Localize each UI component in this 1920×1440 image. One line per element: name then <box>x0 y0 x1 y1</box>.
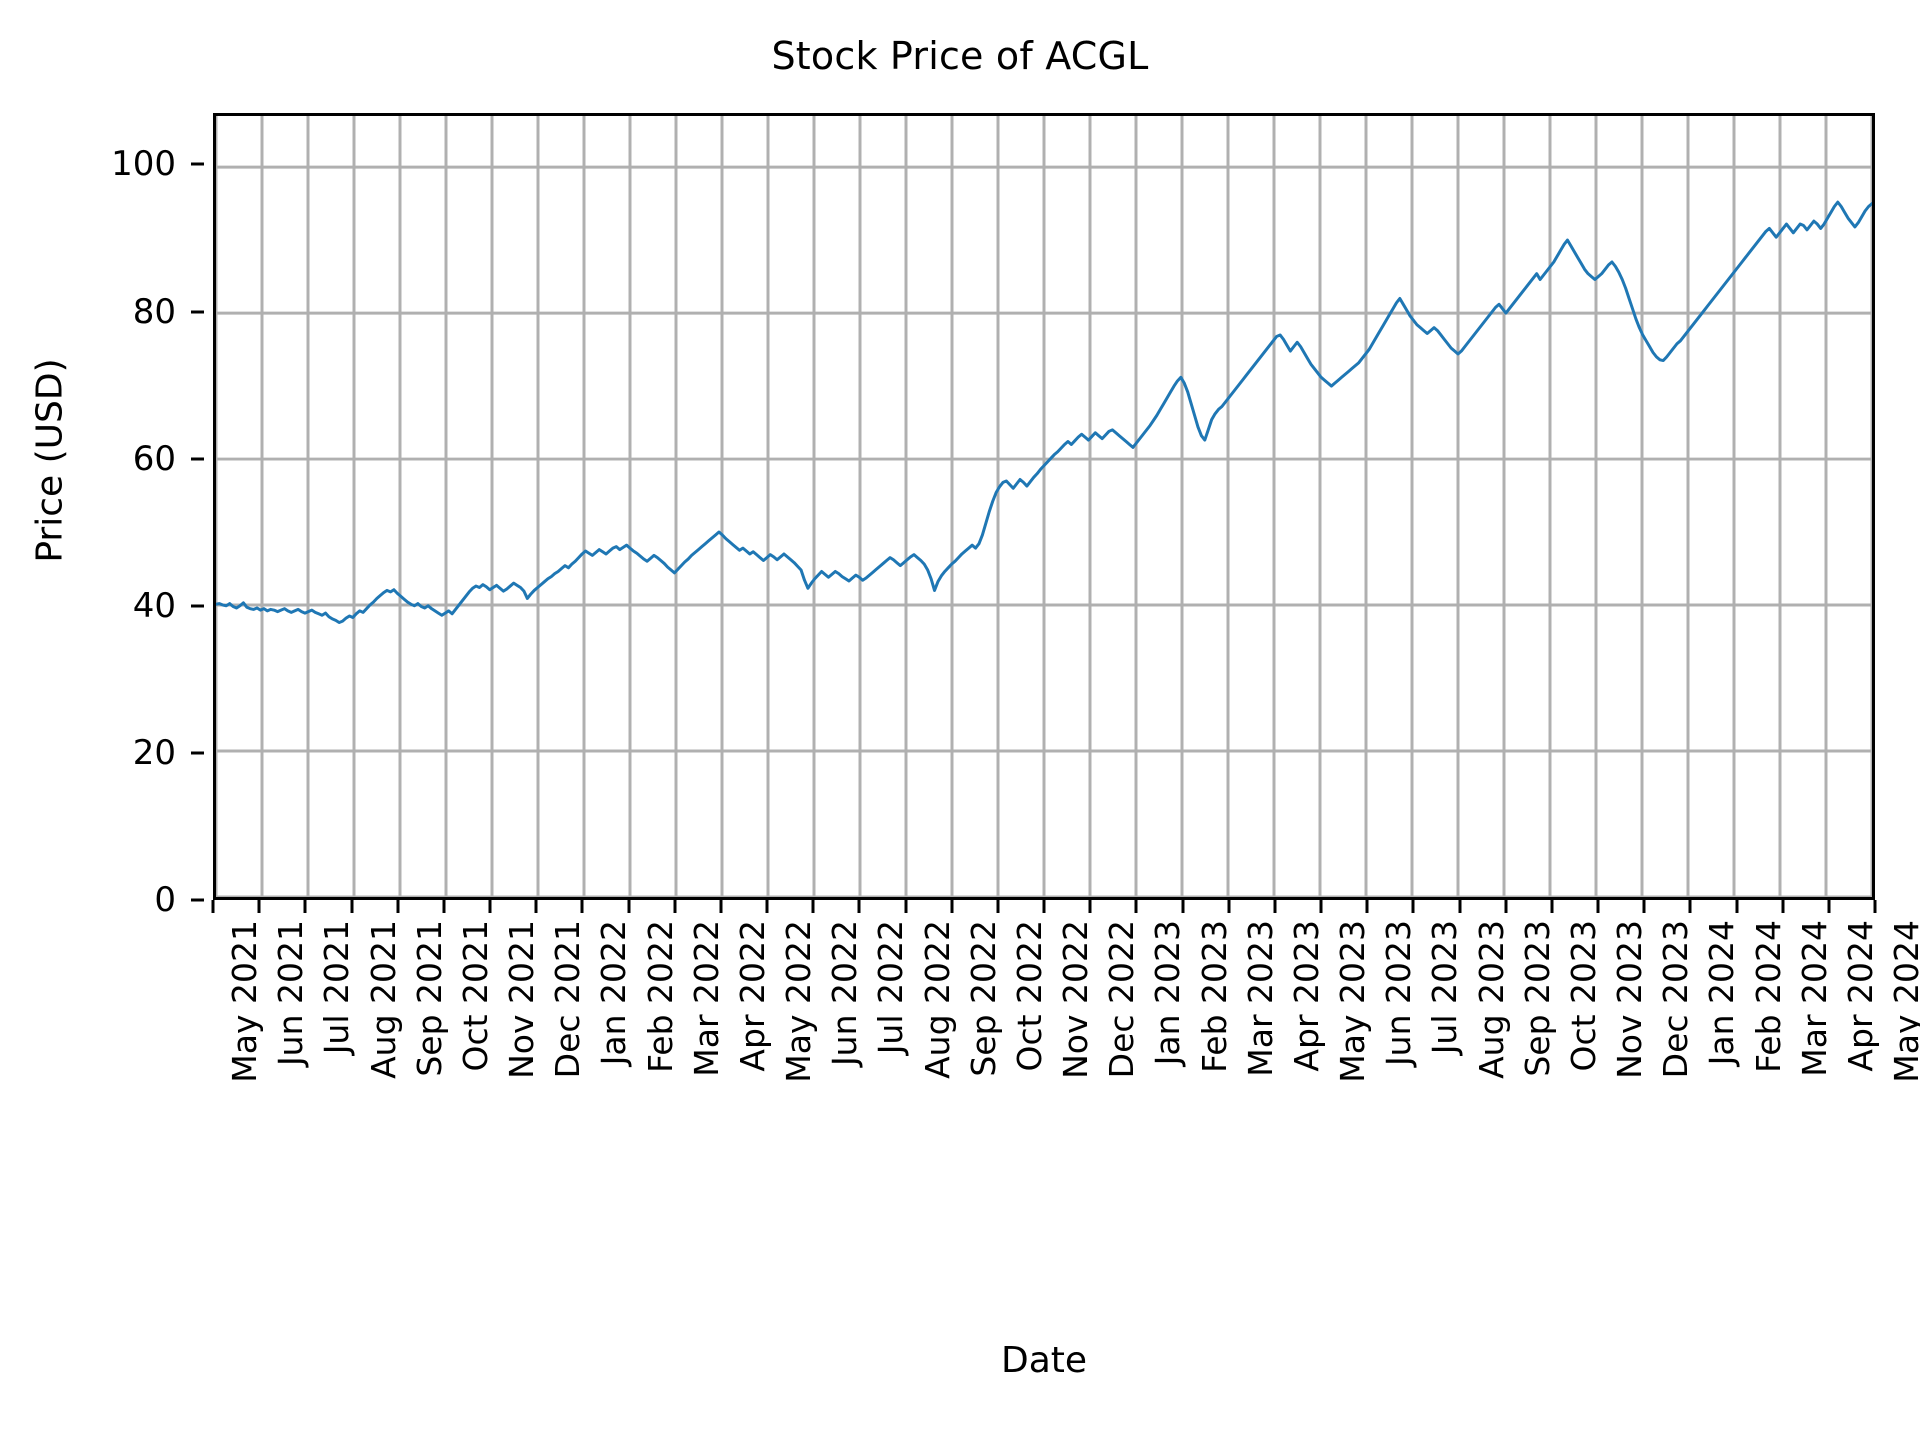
x-tick-mark <box>396 900 400 913</box>
x-tick-label: Nov 2022 <box>1056 920 1095 1079</box>
x-tick-label: Apr 2022 <box>732 920 772 1072</box>
x-tick-mark <box>1088 900 1092 913</box>
x-tick-mark <box>1319 900 1323 913</box>
x-tick-label: Sep 2023 <box>1517 920 1557 1077</box>
x-tick-mark <box>1642 900 1646 913</box>
x-tick-mark <box>950 900 954 913</box>
x-tick-label: Aug 2023 <box>1471 920 1511 1079</box>
x-tick-label: Mar 2024 <box>1794 920 1834 1077</box>
grid-lines <box>216 116 1872 897</box>
x-tick-mark <box>488 900 492 913</box>
x-tick-mark <box>904 900 907 913</box>
x-tick-mark <box>673 900 677 913</box>
x-tick-mark <box>1596 900 1600 913</box>
x-tick-label: Oct 2023 <box>1563 920 1603 1072</box>
x-tick-label: Dec 2023 <box>1656 920 1696 1079</box>
x-tick-mark <box>1181 900 1184 913</box>
x-tick-label: Jul 2021 <box>317 920 357 1055</box>
x-tick-label: Feb 2023 <box>1194 920 1234 1073</box>
x-tick-mark <box>350 900 353 913</box>
x-tick-label: May 2024 <box>1887 920 1920 1083</box>
x-tick-label: Jun 2022 <box>825 920 865 1067</box>
x-tick-mark <box>627 900 630 913</box>
y-tick-label: 40 <box>132 585 176 626</box>
price-line-series <box>216 200 1872 625</box>
x-tick-mark <box>857 900 861 913</box>
x-tick-label: May 2021 <box>225 920 264 1083</box>
x-tick-mark <box>580 900 584 913</box>
x-tick-label: May 2023 <box>1333 920 1372 1083</box>
x-tick-mark <box>765 900 769 913</box>
x-tick-label: Sep 2022 <box>963 920 1003 1077</box>
x-tick-mark <box>1827 900 1831 913</box>
x-tick-mark <box>211 900 215 913</box>
y-tick-mark <box>191 310 204 314</box>
x-tick-label: Sep 2021 <box>409 920 449 1077</box>
x-tick-mark <box>303 900 307 913</box>
x-tick-mark <box>996 900 1000 913</box>
y-tick-label: 60 <box>132 438 176 479</box>
y-tick-mark <box>191 604 204 608</box>
x-tick-mark <box>534 900 538 913</box>
chart-title: Stock Price of ACGL <box>771 34 1149 78</box>
x-tick-label: Oct 2022 <box>1009 920 1049 1072</box>
x-tick-label: Jul 2022 <box>871 920 911 1055</box>
x-tick-mark <box>1873 900 1877 913</box>
y-tick-label: 20 <box>132 732 176 773</box>
x-tick-label: Feb 2022 <box>640 920 680 1073</box>
y-tick-mark <box>191 898 204 902</box>
x-tick-label: Aug 2022 <box>917 920 957 1079</box>
x-tick-label: Apr 2023 <box>1286 920 1326 1072</box>
x-tick-label: Nov 2021 <box>502 920 541 1079</box>
y-axis-tick-labels: 0 20 40 60 80 100 <box>0 113 200 920</box>
x-tick-label: Apr 2024 <box>1840 920 1880 1072</box>
x-axis-tick-labels: May 2021 Jun 2021 Jul 2021 Aug 2021 Sep 2021… <box>213 920 1920 1160</box>
y-tick-mark <box>191 162 204 166</box>
x-tick-mark <box>1411 900 1415 913</box>
y-tick-label: 80 <box>132 291 176 332</box>
x-tick-label: Jun 2023 <box>1379 920 1419 1067</box>
x-tick-mark <box>1504 900 1508 913</box>
x-tick-label: May 2022 <box>779 920 818 1083</box>
x-tick-mark <box>257 900 261 913</box>
x-tick-label: Jun 2021 <box>271 920 311 1067</box>
x-tick-label: Jan 2024 <box>1702 920 1742 1066</box>
y-axis-tick-marks <box>191 113 213 902</box>
x-tick-mark <box>1735 900 1738 913</box>
x-tick-label: Dec 2022 <box>1102 920 1142 1079</box>
x-axis-label: Date <box>1000 1340 1088 1381</box>
y-tick-label: 100 <box>111 144 176 185</box>
x-tick-label: Nov 2023 <box>1610 920 1649 1079</box>
price-line-path <box>216 200 1872 625</box>
x-tick-mark <box>1042 900 1046 913</box>
x-tick-label: Feb 2024 <box>1748 920 1788 1073</box>
x-tick-label: Jan 2023 <box>1148 920 1188 1066</box>
x-tick-label: Jan 2022 <box>594 920 634 1066</box>
x-tick-mark <box>1227 900 1231 913</box>
x-tick-label: Dec 2021 <box>548 920 588 1079</box>
x-tick-label: Aug 2021 <box>363 920 403 1079</box>
x-axis-tick-marks <box>211 900 1877 920</box>
x-tick-mark <box>442 900 446 913</box>
x-tick-mark <box>1365 900 1369 913</box>
y-tick-mark <box>191 751 204 755</box>
x-tick-mark <box>1458 900 1461 913</box>
x-tick-mark <box>1273 900 1277 913</box>
x-tick-label: Oct 2021 <box>455 920 495 1072</box>
x-tick-label: Jul 2023 <box>1425 920 1465 1055</box>
x-tick-mark <box>1550 900 1554 913</box>
y-tick-label: 0 <box>154 880 176 920</box>
x-tick-mark <box>719 900 723 913</box>
y-tick-mark <box>191 457 204 461</box>
x-tick-label: Mar 2023 <box>1240 920 1280 1077</box>
x-tick-mark <box>1688 900 1692 913</box>
x-tick-label: Mar 2022 <box>686 920 726 1077</box>
x-tick-mark <box>1781 900 1785 913</box>
x-tick-mark <box>811 900 815 913</box>
plot-area <box>213 113 1875 900</box>
x-tick-mark <box>1134 900 1138 913</box>
